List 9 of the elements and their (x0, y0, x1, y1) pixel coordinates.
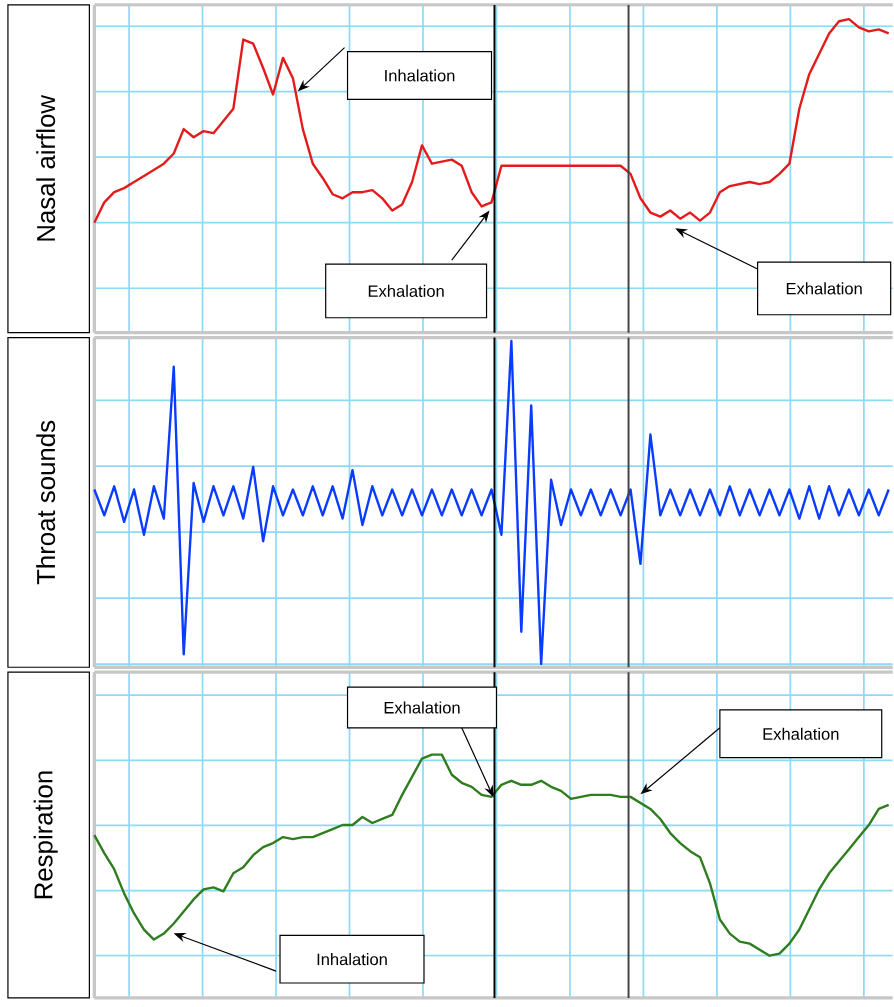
y-axis-title: Throat sounds (36, 420, 55, 585)
annotation: Inhalation (385, 69, 455, 82)
text: Exhalation (786, 282, 862, 295)
text: Exhalation (384, 701, 460, 714)
annotation: Inhalation (317, 953, 387, 966)
y-axis-title: Nasal airflow (36, 94, 55, 241)
text: Exhalation (763, 727, 839, 740)
text: Exhalation (368, 284, 444, 297)
y-axis-title: Respiration (33, 771, 58, 899)
